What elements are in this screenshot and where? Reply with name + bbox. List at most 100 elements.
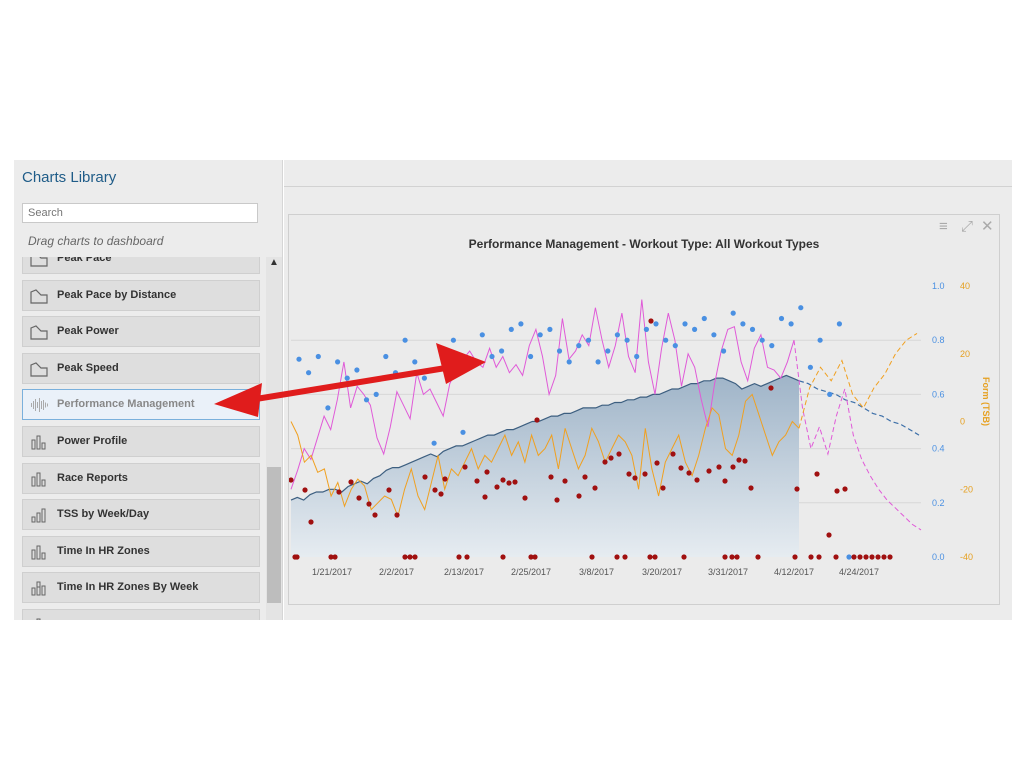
red-data-point — [506, 480, 512, 486]
red-data-point — [348, 479, 354, 485]
chart-list-item[interactable]: Time In HR Zones By Week — [22, 572, 260, 604]
x-tick-label: 4/24/2017 — [839, 567, 879, 577]
red-data-point — [632, 475, 638, 481]
red-data-point — [500, 554, 506, 560]
chart-list: Peak Pace Peak Pace by Distance Peak Power… — [22, 257, 262, 620]
blue-data-point — [556, 348, 563, 354]
chart-list-item[interactable]: Peak Pace — [22, 257, 260, 274]
chart-list-item[interactable]: Power Profile — [22, 426, 260, 457]
chart-list-item-label: Power Profile — [57, 435, 128, 447]
red-data-point — [842, 486, 848, 492]
red-data-point — [857, 554, 863, 560]
fitness-projection-line — [798, 380, 920, 436]
ascending-bar-chart-icon — [30, 507, 48, 523]
blue-data-point — [721, 348, 727, 354]
red-data-point — [412, 554, 418, 560]
y-right-tick-label: 0.2 — [932, 498, 945, 508]
red-data-point — [442, 476, 448, 482]
blue-data-point — [373, 391, 379, 397]
red-data-point — [528, 554, 534, 560]
chart-list-item[interactable]: Time In HR Zones — [22, 535, 260, 567]
hamburger-menu-icon[interactable]: ≡ — [939, 218, 948, 235]
x-tick-label: 1/21/2017 — [312, 567, 352, 577]
red-data-point — [608, 455, 614, 461]
red-data-point — [748, 485, 754, 491]
red-data-point — [755, 554, 761, 560]
blue-data-point — [547, 326, 553, 332]
blue-data-point — [614, 332, 620, 338]
waveform-icon — [30, 397, 48, 413]
chart-list-item-label: Peak Pace by Distance — [57, 288, 177, 301]
chart-list-item[interactable]: Race Reports — [22, 462, 260, 494]
area-chart-icon — [30, 324, 48, 340]
red-data-point — [589, 554, 595, 560]
chart-list-item-label: Race Reports — [57, 471, 128, 484]
red-data-point — [512, 479, 518, 485]
red-data-point — [736, 457, 742, 463]
blue-data-point — [643, 326, 649, 332]
blue-data-point — [460, 429, 466, 435]
blue-data-point — [692, 326, 698, 332]
chart-title: Performance Management - Workout Type: A… — [468, 237, 820, 251]
chart-list-item-label: Time In HR Zones By Week — [57, 581, 199, 594]
scrollbar-thumb[interactable] — [267, 467, 281, 603]
blue-data-point — [335, 359, 341, 365]
blue-data-point — [624, 337, 630, 343]
blue-data-point — [296, 356, 302, 362]
blue-data-point — [354, 367, 360, 373]
x-tick-label: 3/20/2017 — [642, 567, 682, 577]
red-data-point — [592, 485, 598, 491]
chart-list-item[interactable] — [22, 609, 260, 620]
blue-data-point — [605, 348, 611, 354]
blue-data-point — [749, 326, 756, 332]
red-data-point — [887, 554, 893, 560]
chart-list-item[interactable]: TSS by Week/Day — [22, 499, 260, 531]
red-data-point — [694, 477, 700, 483]
blue-data-point — [479, 332, 485, 338]
blue-data-point — [421, 375, 427, 381]
red-data-point — [792, 554, 798, 560]
red-data-point — [730, 464, 736, 470]
area-chart-icon — [30, 361, 48, 377]
chart-list-item[interactable]: Peak Power — [22, 316, 260, 348]
blue-data-point — [798, 305, 804, 311]
red-data-point — [386, 487, 392, 493]
blue-data-point — [759, 337, 765, 343]
red-data-point — [794, 486, 800, 492]
red-data-point — [548, 474, 554, 480]
drag-hint: Drag charts to dashboard — [28, 234, 164, 248]
red-data-point — [642, 471, 648, 477]
performance-management-chart[interactable]: ≡ ⤢ ✕ Performance Management - Workout T… — [288, 214, 1000, 605]
chart-list-scrollbar[interactable]: ▲ — [266, 257, 282, 620]
blue-data-point — [807, 364, 814, 370]
blue-data-point — [431, 440, 437, 446]
expand-icon[interactable]: ⤢ — [961, 218, 974, 235]
red-data-point — [616, 451, 622, 457]
red-data-point — [808, 554, 814, 560]
chart-list-item[interactable]: Performance Management — [22, 389, 260, 421]
chart-list-item-label: Peak Power — [57, 325, 119, 338]
red-data-point — [722, 478, 728, 484]
blue-data-point — [518, 321, 524, 327]
close-icon[interactable]: ✕ — [981, 218, 994, 235]
blue-data-point — [827, 391, 833, 397]
red-data-point — [432, 487, 438, 493]
fatigue-projection-line — [793, 340, 922, 531]
search-input[interactable] — [22, 203, 258, 223]
bar-chart-icon — [30, 471, 48, 487]
red-data-point — [881, 554, 887, 560]
blue-data-point — [508, 326, 514, 332]
red-data-point — [336, 489, 342, 495]
charts-library-panel: Charts Library Drag charts to dashboard … — [14, 160, 283, 620]
blue-data-point — [363, 397, 370, 403]
x-tick-label: 2/25/2017 — [511, 567, 551, 577]
fitness-area — [291, 375, 799, 557]
red-data-point — [576, 493, 582, 499]
chart-list-item[interactable]: Peak Speed — [22, 352, 260, 384]
red-data-point — [438, 491, 444, 497]
red-data-point — [328, 554, 334, 560]
scroll-up-icon[interactable]: ▲ — [269, 257, 279, 268]
chart-list-item[interactable]: Peak Pace by Distance — [22, 279, 260, 311]
red-data-point — [534, 417, 540, 423]
blue-data-point — [470, 359, 476, 365]
